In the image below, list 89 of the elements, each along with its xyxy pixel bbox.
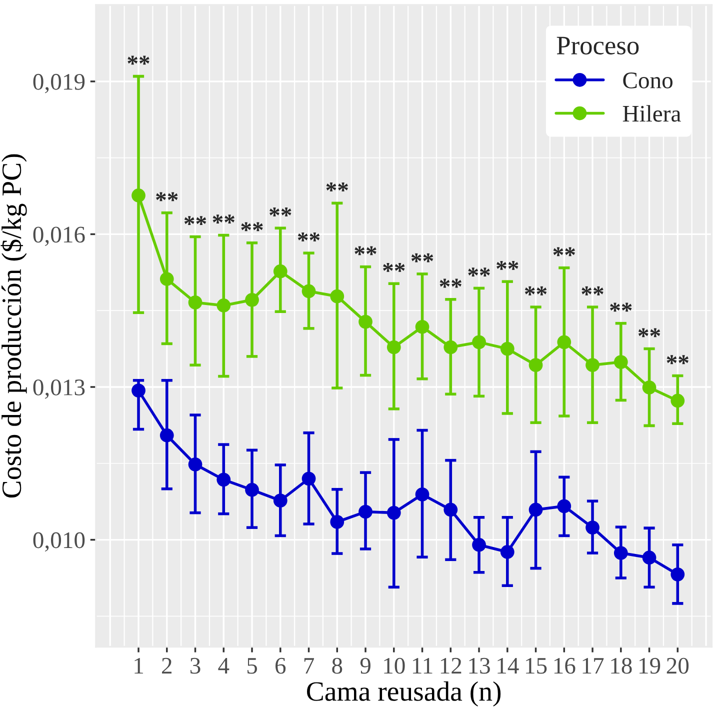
x-tick-label: 3 <box>190 658 200 674</box>
x-tick-label: 20 <box>666 658 689 674</box>
y-tick-label: 0,010 <box>33 532 85 552</box>
annotation: ** <box>468 268 490 276</box>
point <box>216 472 231 487</box>
x-tick-label: 11 <box>412 658 432 674</box>
point <box>415 488 430 502</box>
point <box>557 335 572 350</box>
point <box>614 546 628 560</box>
point <box>528 358 543 372</box>
x-tick-label: 2 <box>162 658 172 674</box>
point <box>670 394 685 408</box>
legend-label: Cono <box>623 72 672 88</box>
point <box>188 296 202 310</box>
point <box>273 264 288 278</box>
annotation: ** <box>553 247 575 256</box>
point <box>330 289 344 304</box>
annotation: ** <box>638 328 660 338</box>
x-tick-label: 5 <box>247 658 257 674</box>
annotation: ** <box>298 232 320 242</box>
point <box>188 457 202 472</box>
annotation: ** <box>411 253 434 262</box>
point <box>273 494 288 508</box>
point <box>245 292 259 307</box>
x-tick-label: 14 <box>498 658 519 674</box>
legend-title: Proceso <box>556 36 639 54</box>
point <box>302 284 316 298</box>
point <box>160 428 174 442</box>
x-tick-label: 9 <box>360 658 370 674</box>
annotation: ** <box>610 302 632 312</box>
y-tick-label: 0,019 <box>33 74 85 94</box>
x-tick-label: 19 <box>640 658 660 674</box>
point <box>472 538 486 552</box>
point <box>528 502 543 517</box>
x-tick-label: 1 <box>134 658 143 674</box>
x-tick-label: 18 <box>611 658 632 674</box>
point <box>132 384 146 398</box>
annotation: ** <box>212 214 234 224</box>
point <box>216 298 231 312</box>
annotation: ** <box>524 286 547 296</box>
point <box>330 515 344 529</box>
point <box>132 188 146 202</box>
point <box>670 567 685 582</box>
point <box>386 506 401 520</box>
x-tick-label: 8 <box>332 658 342 674</box>
point <box>557 499 572 514</box>
point <box>642 550 656 565</box>
point <box>586 358 600 372</box>
x-tick-label: 4 <box>218 658 230 674</box>
point <box>444 502 458 517</box>
annotation: ** <box>128 56 150 65</box>
point <box>386 340 401 354</box>
x-tick-label: 15 <box>526 658 547 674</box>
annotation: ** <box>582 286 604 296</box>
point <box>500 545 514 559</box>
y-tick-label: 0,016 <box>33 226 85 246</box>
x-tick-label: 16 <box>554 658 576 674</box>
y-tick-label: 0,013 <box>33 379 85 399</box>
legend-label: Hilera <box>622 105 681 122</box>
x-tick-label: 12 <box>440 658 462 674</box>
x-tick-label: 10 <box>384 658 405 674</box>
annotation: ** <box>326 182 348 192</box>
annotation: ** <box>270 207 292 216</box>
annotation: ** <box>156 192 178 202</box>
annotation: ** <box>496 260 518 270</box>
annotation: ** <box>241 222 263 232</box>
annotation: ** <box>383 263 405 272</box>
point <box>444 340 458 354</box>
x-tick-label: 7 <box>304 658 314 674</box>
point <box>472 335 486 350</box>
point <box>500 342 514 356</box>
x-axis-title: Cama reusada (n) <box>307 681 501 707</box>
x-tick-label: 13 <box>469 658 490 674</box>
point <box>245 482 259 497</box>
point <box>586 520 600 535</box>
annotation: ** <box>440 278 462 288</box>
y-axis-title: Costo de producción ($/kg PC) <box>0 154 27 498</box>
point <box>642 380 656 394</box>
annotation: ** <box>354 246 376 256</box>
point <box>614 355 628 369</box>
x-tick-label: 17 <box>582 658 604 674</box>
point <box>415 320 430 334</box>
point <box>160 272 174 286</box>
annotation: ** <box>666 355 688 364</box>
point <box>302 472 316 486</box>
x-tick-label: 6 <box>276 658 286 674</box>
point <box>358 504 372 519</box>
point <box>358 314 372 329</box>
annotation: ** <box>184 216 206 226</box>
